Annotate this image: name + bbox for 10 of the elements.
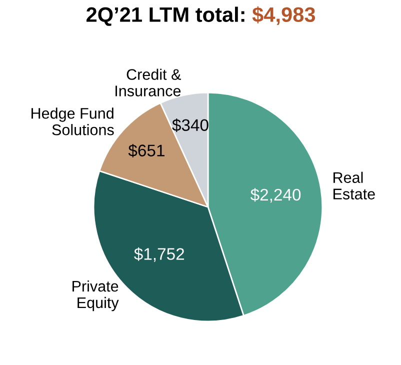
slice-label: Private Equity bbox=[72, 280, 119, 312]
data-label: $2,240 bbox=[250, 188, 301, 203]
slice-label: Credit & Insurance bbox=[116, 68, 181, 96]
data-label: $340 bbox=[172, 118, 208, 132]
data-label: $1,752 bbox=[134, 247, 184, 262]
data-label: $651 bbox=[128, 144, 164, 158]
slice-label: Real Estate bbox=[334, 172, 375, 200]
chart-subtitle: $4,983 bbox=[252, 6, 316, 26]
chart-title: 2Q’21 LTM total: bbox=[86, 6, 244, 26]
slice-label: Hedge Fund Solutions bbox=[32, 108, 114, 136]
